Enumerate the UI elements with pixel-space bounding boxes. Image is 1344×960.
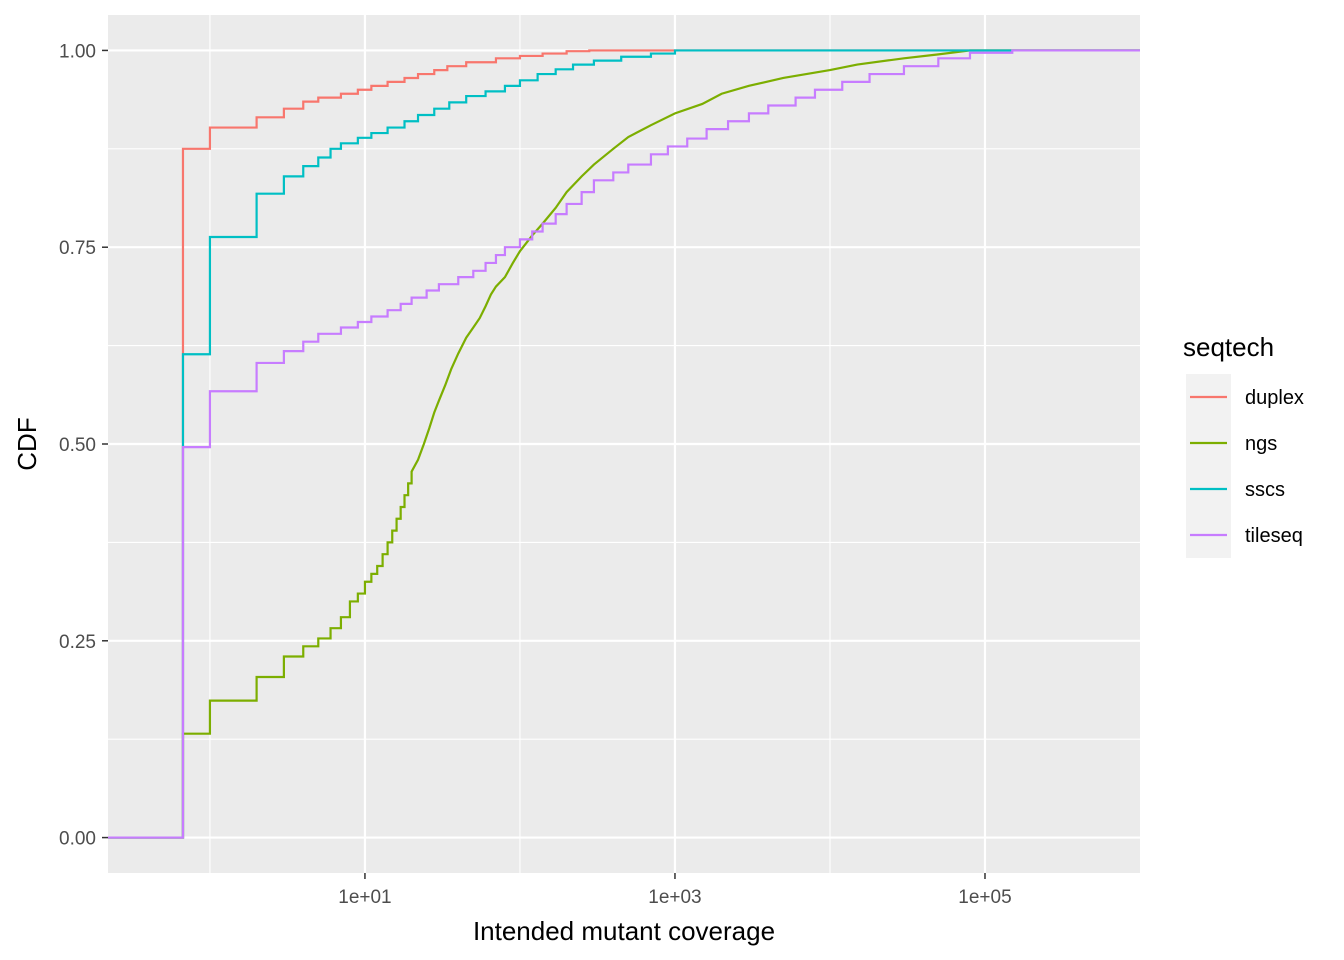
y-tick-label: 0.00 (59, 829, 96, 850)
legend-title: seqtech (1183, 332, 1274, 362)
y-tick-label: 0.50 (59, 435, 96, 456)
x-axis-title: Intended mutant coverage (473, 916, 775, 946)
y-tick-label: 1.00 (59, 41, 96, 62)
legend-label-duplex: duplex (1245, 387, 1304, 409)
y-axis: 0.00 0.25 0.50 0.75 1.00 (59, 41, 108, 850)
y-tick-label: 0.25 (59, 632, 96, 653)
y-axis-title: CDF (12, 417, 42, 470)
x-tick-label: 1e+01 (338, 887, 391, 908)
legend-label-ngs: ngs (1245, 433, 1277, 455)
series-line-tileseq (108, 49, 1140, 839)
major-gridlines (108, 15, 1140, 873)
y-tick-label: 0.75 (59, 238, 96, 259)
legend-key-background (1186, 374, 1231, 558)
x-axis: 1e+01 1e+03 1e+05 (338, 873, 1012, 908)
series-lines (108, 49, 1140, 839)
legend: seqtech duplex ngs sscs tileseq (1183, 332, 1304, 558)
legend-label-sscs: sscs (1245, 479, 1285, 501)
series-line-ngs (108, 49, 1140, 839)
series-line-sscs (108, 49, 1140, 839)
x-tick-label: 1e+03 (648, 887, 701, 908)
series-line-duplex (108, 49, 1140, 839)
x-tick-label: 1e+05 (958, 887, 1011, 908)
legend-label-tileseq: tileseq (1245, 525, 1303, 547)
